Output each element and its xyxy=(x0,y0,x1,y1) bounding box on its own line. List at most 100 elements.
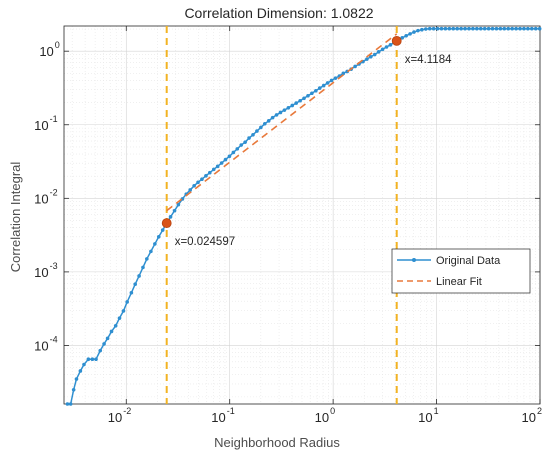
grid xyxy=(64,26,541,404)
y-tick-exponent: -4 xyxy=(50,334,58,344)
highlight-marker xyxy=(391,36,402,46)
data-point xyxy=(78,369,83,373)
series-line-linear-fit xyxy=(166,33,398,212)
data-point xyxy=(325,81,330,85)
data-point xyxy=(384,45,389,49)
data-point xyxy=(204,174,208,178)
x-tick-exponent: -1 xyxy=(227,406,235,416)
data-point xyxy=(192,183,196,188)
data-point xyxy=(408,32,412,36)
data-point xyxy=(455,26,460,31)
data-point xyxy=(172,208,177,213)
legend-swatch-dot xyxy=(412,258,416,262)
x-tick-label: 10 xyxy=(108,410,122,425)
data-point xyxy=(149,249,153,254)
data-point xyxy=(141,265,145,270)
data-point xyxy=(341,71,346,76)
data-point xyxy=(125,300,129,304)
data-point xyxy=(537,26,542,31)
data-point xyxy=(498,26,503,31)
x-tick-exponent: 1 xyxy=(434,406,439,416)
data-point xyxy=(471,26,475,31)
legend-box xyxy=(391,248,531,294)
data-point xyxy=(423,27,428,31)
data-point xyxy=(443,26,448,31)
data-point xyxy=(482,26,487,31)
y-axis-label: Correlation Integral xyxy=(8,162,23,273)
data-point xyxy=(121,309,126,313)
data-point xyxy=(109,329,114,334)
data-point xyxy=(243,140,247,144)
data-point xyxy=(298,98,302,103)
data-point xyxy=(400,36,405,40)
data-point xyxy=(247,136,251,140)
data-point xyxy=(416,28,420,33)
data-point xyxy=(522,26,526,31)
data-point xyxy=(439,26,444,31)
data-point xyxy=(117,316,122,320)
data-point xyxy=(317,86,322,90)
data-point xyxy=(235,147,240,151)
data-point xyxy=(105,336,110,341)
data-point xyxy=(310,91,314,96)
data-point xyxy=(231,150,236,155)
data-point xyxy=(145,257,149,261)
y-tick-exponent: -3 xyxy=(50,261,58,271)
data-point xyxy=(369,54,373,59)
data-point xyxy=(533,26,538,31)
data-point xyxy=(113,323,118,328)
data-point xyxy=(431,26,436,31)
data-point xyxy=(306,93,310,98)
data-point xyxy=(467,26,471,31)
data-point xyxy=(518,26,522,31)
data-point xyxy=(314,88,318,93)
data-point xyxy=(207,170,212,175)
data-point xyxy=(290,103,295,108)
marker-annotation: x=4.1184 xyxy=(405,54,452,66)
x-axis-label: Neighborhood Radius xyxy=(214,435,340,450)
data-point xyxy=(211,167,216,172)
data-point xyxy=(156,234,161,239)
data-point xyxy=(463,26,467,31)
data-point xyxy=(420,27,424,32)
data-point xyxy=(329,78,334,83)
data-point xyxy=(227,154,232,159)
data-point xyxy=(333,76,338,80)
data-point xyxy=(215,164,220,169)
data-point xyxy=(388,43,393,47)
data-point xyxy=(376,50,381,54)
highlight-markers: x=0.024597 x=4.1184 xyxy=(161,36,452,248)
data-point xyxy=(86,357,91,362)
data-point xyxy=(153,242,157,246)
y-tick-exponent: -2 xyxy=(50,187,58,197)
data-point xyxy=(502,26,507,31)
data-point xyxy=(475,26,479,31)
data-point xyxy=(223,157,228,162)
data-point xyxy=(302,96,306,101)
data-point xyxy=(459,26,463,31)
data-point xyxy=(259,125,263,130)
plot-area xyxy=(63,25,541,405)
data-point xyxy=(262,122,267,126)
data-point xyxy=(68,402,73,406)
data-point xyxy=(160,228,165,232)
series xyxy=(65,26,542,406)
data-point xyxy=(196,180,200,185)
data-point xyxy=(447,26,452,31)
data-point xyxy=(494,26,499,31)
data-point xyxy=(286,106,291,110)
x-tick-label: 10 xyxy=(522,410,536,425)
data-point xyxy=(372,52,377,57)
legend-label-original-data: Original Data xyxy=(436,255,501,267)
data-point xyxy=(278,110,283,115)
y-tick-label: 10 xyxy=(34,265,48,280)
highlight-marker xyxy=(161,218,172,229)
data-point xyxy=(435,26,440,31)
marker-annotation: x=0.024597 xyxy=(175,236,235,248)
data-point xyxy=(490,26,495,31)
legend: Original Data Linear Fit xyxy=(391,248,531,294)
data-point xyxy=(200,177,204,181)
y-tick-exponent: -1 xyxy=(50,114,58,124)
data-point xyxy=(514,26,518,31)
